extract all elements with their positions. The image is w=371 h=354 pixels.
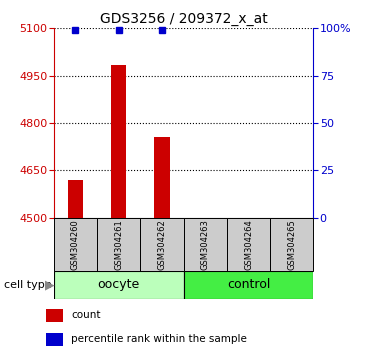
Text: oocyte: oocyte (98, 279, 140, 291)
Text: ▶: ▶ (45, 279, 54, 291)
Bar (111, 65, 126, 218)
Bar (68, 181, 83, 218)
Text: GSM304265: GSM304265 (288, 219, 296, 270)
Bar (270, 218, 313, 271)
Text: GSM304261: GSM304261 (114, 219, 123, 270)
Title: GDS3256 / 209372_x_at: GDS3256 / 209372_x_at (100, 12, 267, 26)
Bar (184, 271, 313, 299)
Bar (154, 137, 170, 218)
Text: count: count (71, 310, 101, 320)
Bar (97, 218, 140, 271)
Text: cell type: cell type (4, 280, 51, 290)
Bar (140, 218, 184, 271)
Text: control: control (227, 279, 270, 291)
Text: GSM304263: GSM304263 (201, 219, 210, 270)
Bar (46, 309, 63, 322)
Bar (54, 218, 97, 271)
Text: GSM304262: GSM304262 (158, 219, 167, 270)
Bar (46, 333, 63, 346)
Text: percentile rank within the sample: percentile rank within the sample (71, 335, 247, 344)
Bar (54, 271, 184, 299)
Bar (227, 218, 270, 271)
Text: GSM304260: GSM304260 (71, 219, 80, 270)
Bar (184, 218, 227, 271)
Text: GSM304264: GSM304264 (244, 219, 253, 270)
